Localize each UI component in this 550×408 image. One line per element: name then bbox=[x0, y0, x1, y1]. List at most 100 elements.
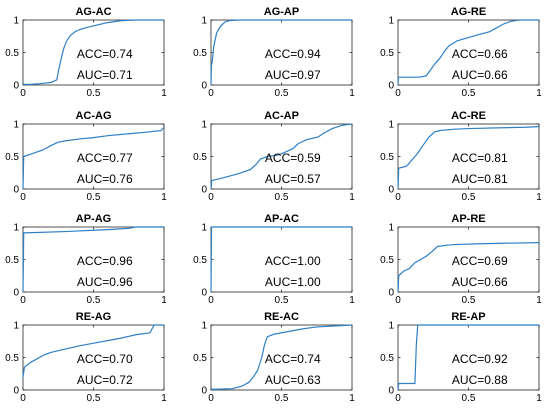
panel-title: AG-AP bbox=[264, 6, 299, 18]
roc-curve-line bbox=[22, 226, 164, 293]
acc-annotation: ACC=0.94 bbox=[265, 47, 321, 61]
x-tick-label: 0.5 bbox=[462, 295, 476, 306]
panel-title: AC-AG bbox=[75, 110, 111, 122]
y-tick-label: 0 bbox=[13, 81, 19, 92]
roc-panel: AC-RE 0 0.5 1 0 0.5 1 ACC=0.81 AUC=0.81 bbox=[380, 110, 542, 203]
y-tick-label: 0 bbox=[201, 386, 207, 397]
y-tick-label: 0 bbox=[201, 185, 207, 196]
acc-annotation: ACC=0.69 bbox=[452, 254, 508, 268]
x-tick-label: 0.5 bbox=[275, 295, 289, 306]
acc-annotation: ACC=0.96 bbox=[77, 254, 133, 268]
y-tick-label: 0.5 bbox=[193, 255, 207, 266]
x-tick-label: 0.5 bbox=[275, 88, 289, 99]
y-tick-label: 0 bbox=[201, 288, 207, 299]
roc-curve-line bbox=[397, 126, 540, 190]
y-tick-label: 0 bbox=[201, 81, 207, 92]
roc-panel: RE-AP 0 0.5 1 0 0.5 1 ACC=0.92 AUC=0.88 bbox=[380, 311, 542, 404]
x-tick-label: 0.5 bbox=[87, 393, 101, 404]
x-tick-label: 1 bbox=[536, 88, 542, 99]
roc-curve-line bbox=[397, 19, 539, 86]
x-tick-label: 0 bbox=[20, 192, 26, 203]
x-tick-label: 0.5 bbox=[462, 393, 476, 404]
x-tick-label: 0 bbox=[208, 192, 214, 203]
x-tick-label: 1 bbox=[161, 393, 167, 404]
x-tick-label: 1 bbox=[161, 88, 167, 99]
x-tick-label: 1 bbox=[536, 192, 542, 203]
auc-annotation: AUC=0.66 bbox=[452, 275, 508, 289]
y-tick-label: 0.5 bbox=[380, 48, 394, 59]
x-tick-label: 1 bbox=[536, 295, 542, 306]
roc-panel: AG-AC 0 0.5 1 0 0.5 1 ACC=0.74 AUC=0.71 bbox=[5, 6, 167, 99]
roc-panel: AP-AC 0 0.5 1 0 0.5 1 ACC=1.00 AUC=1.00 bbox=[193, 213, 355, 306]
panel-title: RE-AC bbox=[264, 311, 299, 323]
x-tick-label: 0.5 bbox=[275, 393, 289, 404]
y-tick-label: 0 bbox=[13, 288, 19, 299]
y-tick-label: 1 bbox=[13, 321, 19, 332]
x-tick-label: 0 bbox=[208, 295, 214, 306]
roc-curve-line bbox=[397, 242, 540, 293]
auc-annotation: AUC=0.76 bbox=[77, 172, 133, 186]
roc-panel: AG-AP 0 0.5 1 0 0.5 1 ACC=0.94 AUC=0.97 bbox=[193, 6, 355, 99]
x-tick-label: 0.5 bbox=[462, 88, 476, 99]
y-tick-label: 0.5 bbox=[380, 255, 394, 266]
x-tick-label: 1 bbox=[161, 192, 167, 203]
y-tick-label: 1 bbox=[388, 120, 394, 131]
acc-annotation: ACC=1.00 bbox=[265, 254, 321, 268]
y-tick-label: 0.5 bbox=[193, 152, 207, 163]
y-tick-label: 1 bbox=[388, 321, 394, 332]
y-tick-label: 1 bbox=[13, 16, 19, 27]
auc-annotation: AUC=0.88 bbox=[452, 373, 508, 387]
x-tick-label: 0 bbox=[395, 192, 401, 203]
y-tick-label: 0.5 bbox=[5, 152, 19, 163]
x-tick-label: 0 bbox=[395, 393, 401, 404]
auc-annotation: AUC=0.97 bbox=[265, 68, 321, 82]
auc-annotation: AUC=0.96 bbox=[77, 275, 133, 289]
panel-title: AG-AC bbox=[75, 6, 111, 18]
y-tick-label: 1 bbox=[201, 120, 207, 131]
auc-annotation: AUC=1.00 bbox=[265, 275, 321, 289]
y-tick-label: 0.5 bbox=[380, 152, 394, 163]
y-tick-label: 1 bbox=[201, 223, 207, 234]
y-tick-label: 0.5 bbox=[380, 353, 394, 364]
y-tick-label: 1 bbox=[13, 223, 19, 234]
y-tick-label: 0 bbox=[13, 185, 19, 196]
y-tick-label: 0.5 bbox=[193, 353, 207, 364]
auc-annotation: AUC=0.72 bbox=[77, 373, 133, 387]
acc-annotation: ACC=0.81 bbox=[452, 151, 508, 165]
y-tick-label: 0 bbox=[388, 81, 394, 92]
panel-title: AC-RE bbox=[451, 110, 486, 122]
roc-panel: AC-AP 0 0.5 1 0 0.5 1 ACC=0.59 AUC=0.57 bbox=[193, 110, 355, 203]
y-tick-label: 1 bbox=[388, 223, 394, 234]
auc-annotation: AUC=0.66 bbox=[452, 68, 508, 82]
x-tick-label: 0.5 bbox=[87, 192, 101, 203]
acc-annotation: ACC=0.77 bbox=[77, 151, 133, 165]
acc-annotation: ACC=0.74 bbox=[77, 47, 133, 61]
x-tick-label: 0 bbox=[20, 295, 26, 306]
acc-annotation: ACC=0.92 bbox=[452, 352, 508, 366]
auc-annotation: AUC=0.81 bbox=[452, 172, 508, 186]
y-tick-label: 1 bbox=[201, 16, 207, 27]
y-tick-label: 0.5 bbox=[193, 48, 207, 59]
acc-annotation: ACC=0.59 bbox=[265, 151, 321, 165]
auc-annotation: AUC=0.71 bbox=[77, 68, 133, 82]
auc-annotation: AUC=0.63 bbox=[265, 373, 321, 387]
x-tick-label: 1 bbox=[349, 192, 355, 203]
panel-title: AP-AG bbox=[76, 213, 111, 225]
roc-panel: AG-RE 0 0.5 1 0 0.5 1 ACC=0.66 AUC=0.66 bbox=[380, 6, 542, 99]
roc-panel: AP-AG 0 0.5 1 0 0.5 1 ACC=0.96 AUC=0.96 bbox=[5, 213, 167, 306]
y-tick-label: 0.5 bbox=[5, 48, 19, 59]
acc-annotation: ACC=0.74 bbox=[265, 352, 321, 366]
roc-curve-line bbox=[210, 324, 353, 390]
x-tick-label: 1 bbox=[349, 88, 355, 99]
y-tick-label: 1 bbox=[13, 120, 19, 131]
y-tick-label: 0 bbox=[388, 386, 394, 397]
y-tick-label: 0 bbox=[13, 386, 19, 397]
y-tick-label: 0.5 bbox=[5, 255, 19, 266]
roc-panel: RE-AC 0 0.5 1 0 0.5 1 ACC=0.74 AUC=0.63 bbox=[193, 311, 355, 404]
panel-title: RE-AG bbox=[76, 311, 111, 323]
y-tick-label: 0.5 bbox=[5, 353, 19, 364]
x-tick-label: 0 bbox=[208, 393, 214, 404]
panel-title: AG-RE bbox=[451, 6, 486, 18]
panel-title: AP-AC bbox=[264, 213, 299, 225]
